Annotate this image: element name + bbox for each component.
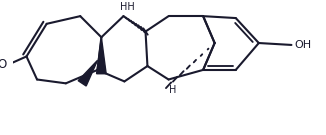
Polygon shape xyxy=(78,60,97,86)
Text: OH: OH xyxy=(294,40,311,50)
Text: HH: HH xyxy=(120,2,135,12)
Text: H: H xyxy=(169,85,176,95)
Text: O: O xyxy=(0,58,6,71)
Polygon shape xyxy=(96,37,106,74)
